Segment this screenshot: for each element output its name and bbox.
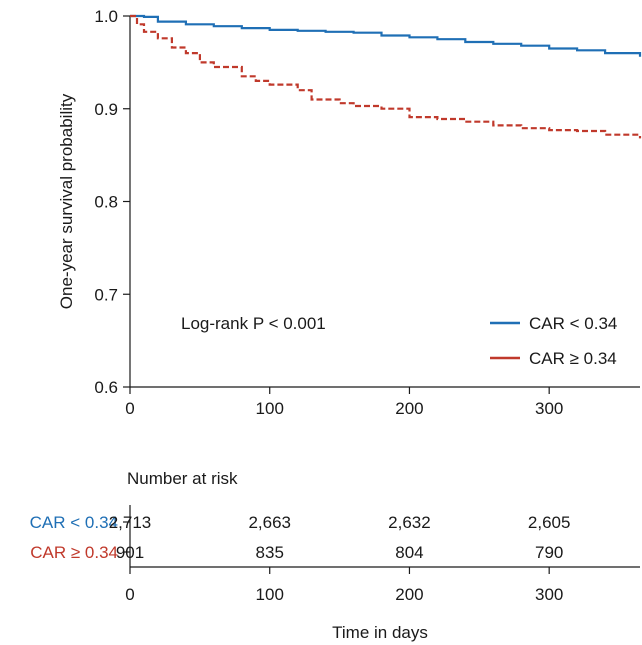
- x-tick-label: 100: [256, 399, 284, 418]
- x-tick-label: 200: [395, 399, 423, 418]
- x-axis-title: Time in days: [332, 623, 428, 642]
- x-tick-label: 0: [125, 399, 134, 418]
- y-tick-label: 0.9: [94, 100, 118, 119]
- y-tick-label: 0.6: [94, 378, 118, 397]
- y-axis-title: One-year survival probability: [57, 93, 76, 309]
- legend-label: CAR ≥ 0.34: [529, 349, 617, 368]
- main-plot: 0.6 0.7 0.8 0.9 1.0 0 100 200 300 One-year surviv…: [57, 7, 642, 418]
- risk-row-label: CAR ≥ 0.34: [30, 543, 118, 562]
- legend-label: CAR < 0.34: [529, 314, 617, 333]
- series-line-car-high: [130, 14, 642, 139]
- risk-x-tick-label: 0: [125, 585, 134, 604]
- risk-value: 2,713: [109, 513, 152, 532]
- risk-value: 2,605: [528, 513, 571, 532]
- risk-row-label: CAR < 0.34: [30, 513, 118, 532]
- risk-value: 2,632: [388, 513, 431, 532]
- risk-value: 901: [116, 543, 144, 562]
- series-line-car-low: [130, 14, 642, 57]
- x-tick-label: 300: [535, 399, 563, 418]
- risk-table: Number at risk CAR < 0.342,713 2,663 2,632 2…: [30, 469, 640, 642]
- risk-table-title: Number at risk: [127, 469, 238, 488]
- y-tick-label: 0.7: [94, 285, 118, 304]
- risk-x-tick-label: 300: [535, 585, 563, 604]
- risk-x-tick-label: 200: [395, 585, 423, 604]
- logrank-annotation: Log-rank P < 0.001: [181, 314, 326, 333]
- risk-value: 804: [395, 543, 423, 562]
- risk-x-tick-label: 100: [256, 585, 284, 604]
- risk-value: 790: [535, 543, 563, 562]
- risk-value: 2,663: [248, 513, 291, 532]
- risk-value: 835: [256, 543, 284, 562]
- y-tick-label: 1.0: [94, 7, 118, 26]
- y-tick-label: 0.8: [94, 193, 118, 212]
